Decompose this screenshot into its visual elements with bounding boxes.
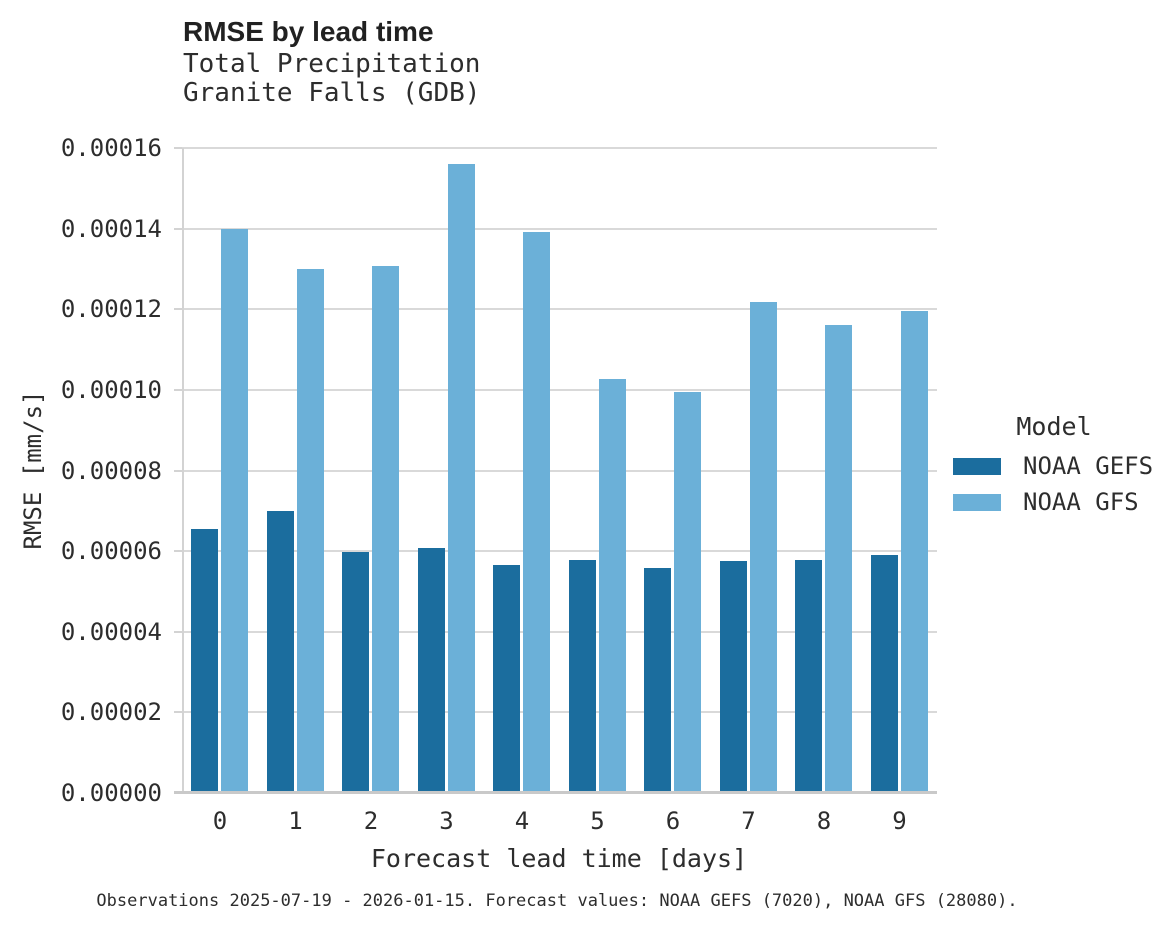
- x-tick-label-6: 6: [665, 807, 681, 835]
- legend-item-noaa-gfs: NOAA GFS: [953, 488, 1163, 516]
- bar-noaa-gefs-lead-3: [417, 547, 445, 793]
- y-tick-0.00006: [174, 550, 182, 553]
- gridline-0.00014: [182, 227, 937, 230]
- y-tick-0.00004: [174, 630, 182, 633]
- footer-caption: Observations 2025-07-19 - 2026-01-15. Fo…: [96, 891, 1018, 911]
- bar-noaa-gefs-lead-4: [493, 565, 521, 793]
- y-tick-0.00002: [174, 711, 182, 714]
- y-tick-label-0.00000: 0.00000: [60, 779, 162, 807]
- gridline-0.00006: [182, 550, 937, 553]
- y-tick-label-0.00004: 0.00004: [60, 617, 162, 646]
- bar-noaa-gfs-lead-9: [900, 310, 928, 793]
- x-axis-line: [174, 791, 937, 794]
- bar-noaa-gfs-lead-2: [372, 266, 400, 793]
- chart-subtitle-line2: Granite Falls (GDB): [183, 78, 481, 108]
- bar-noaa-gefs-lead-5: [568, 559, 596, 793]
- gridline-0.00012: [182, 308, 937, 311]
- legend-swatch-noaa-gfs: [953, 493, 1001, 511]
- gridline-0.00010: [182, 388, 937, 391]
- bar-noaa-gefs-lead-8: [795, 560, 823, 793]
- bar-noaa-gfs-lead-7: [749, 302, 777, 793]
- y-tick-label-0.00006: 0.00006: [60, 537, 162, 566]
- y-tick-0.00012: [174, 308, 182, 311]
- bar-group-lead-0: [182, 229, 258, 793]
- bar-noaa-gefs-lead-1: [266, 510, 294, 793]
- legend-item-noaa-gefs: NOAA GEFS: [953, 452, 1163, 480]
- bar-noaa-gfs-lead-3: [447, 163, 475, 793]
- legend-label-noaa-gfs: NOAA GFS: [1023, 488, 1139, 516]
- bar-noaa-gfs-lead-8: [825, 324, 853, 793]
- y-tick-label-0.00008: 0.00008: [60, 456, 162, 485]
- legend-swatch-noaa-gefs: [953, 457, 1001, 475]
- legend: Model NOAA GEFS NOAA GFS: [953, 412, 1163, 526]
- x-tick-label-0: 0: [212, 807, 228, 835]
- y-tick-0.00010: [174, 388, 182, 391]
- x-tick-label-4: 4: [514, 807, 530, 835]
- x-tick-label-9: 9: [892, 807, 907, 835]
- bar-noaa-gfs-lead-6: [674, 391, 702, 793]
- bar-noaa-gefs-lead-9: [870, 555, 898, 793]
- y-tick-label-0.00002: 0.00002: [60, 698, 162, 727]
- gridline-0.00002: [182, 711, 937, 714]
- chart-title: RMSE by lead time: [183, 16, 434, 47]
- y-tick-label-0.00010: 0.00010: [60, 375, 162, 404]
- x-tick-label-7: 7: [741, 807, 756, 835]
- chart-subtitle: Total Precipitation Granite Falls (GDB): [183, 50, 480, 108]
- bar-group-lead-6: [635, 391, 711, 793]
- bar-group-lead-5: [560, 379, 636, 793]
- plot-panel: [174, 147, 938, 794]
- bar-group-lead-7: [711, 302, 787, 793]
- y-tick-0.00014: [174, 227, 182, 230]
- bar-group-lead-2: [333, 266, 409, 793]
- bar-noaa-gfs-lead-1: [296, 268, 324, 793]
- legend-label-noaa-gefs: NOAA GEFS: [1023, 452, 1154, 480]
- bar-noaa-gfs-lead-0: [221, 229, 249, 793]
- x-tick-label-8: 8: [816, 807, 832, 835]
- bar-noaa-gefs-lead-7: [719, 560, 747, 793]
- bar-noaa-gefs-lead-6: [644, 567, 672, 793]
- chart-subtitle-line1: Total Precipitation: [183, 49, 481, 79]
- bar-group-lead-3: [409, 163, 485, 793]
- x-tick-label-3: 3: [439, 807, 454, 835]
- bar-group-lead-9: [862, 310, 938, 793]
- bar-group-lead-1: [258, 268, 334, 793]
- bar-noaa-gfs-lead-5: [598, 379, 626, 793]
- gridline-0.00016: [182, 147, 937, 149]
- x-axis-title: Forecast lead time [days]: [370, 844, 748, 873]
- legend-title: Model: [1016, 412, 1092, 441]
- y-tick-label-0.00016: 0.00016: [60, 134, 162, 162]
- bar-noaa-gfs-lead-4: [523, 231, 551, 793]
- x-tick-label-5: 5: [590, 807, 605, 835]
- bar-noaa-gefs-lead-0: [191, 529, 219, 793]
- x-tick-label-1: 1: [288, 807, 303, 835]
- y-axis-line: [182, 148, 184, 793]
- y-tick-0.00016: [174, 147, 182, 149]
- bar-group-lead-4: [484, 231, 560, 793]
- bar-noaa-gefs-lead-2: [342, 552, 370, 793]
- gridline-0.00004: [182, 630, 937, 633]
- x-tick-label-2: 2: [363, 807, 379, 835]
- y-tick-0.00008: [174, 469, 182, 472]
- bar-group-lead-8: [786, 324, 862, 793]
- y-tick-label-0.00012: 0.00012: [60, 295, 162, 324]
- y-tick-label-0.00014: 0.00014: [60, 214, 162, 243]
- gridline-0.00008: [182, 469, 937, 472]
